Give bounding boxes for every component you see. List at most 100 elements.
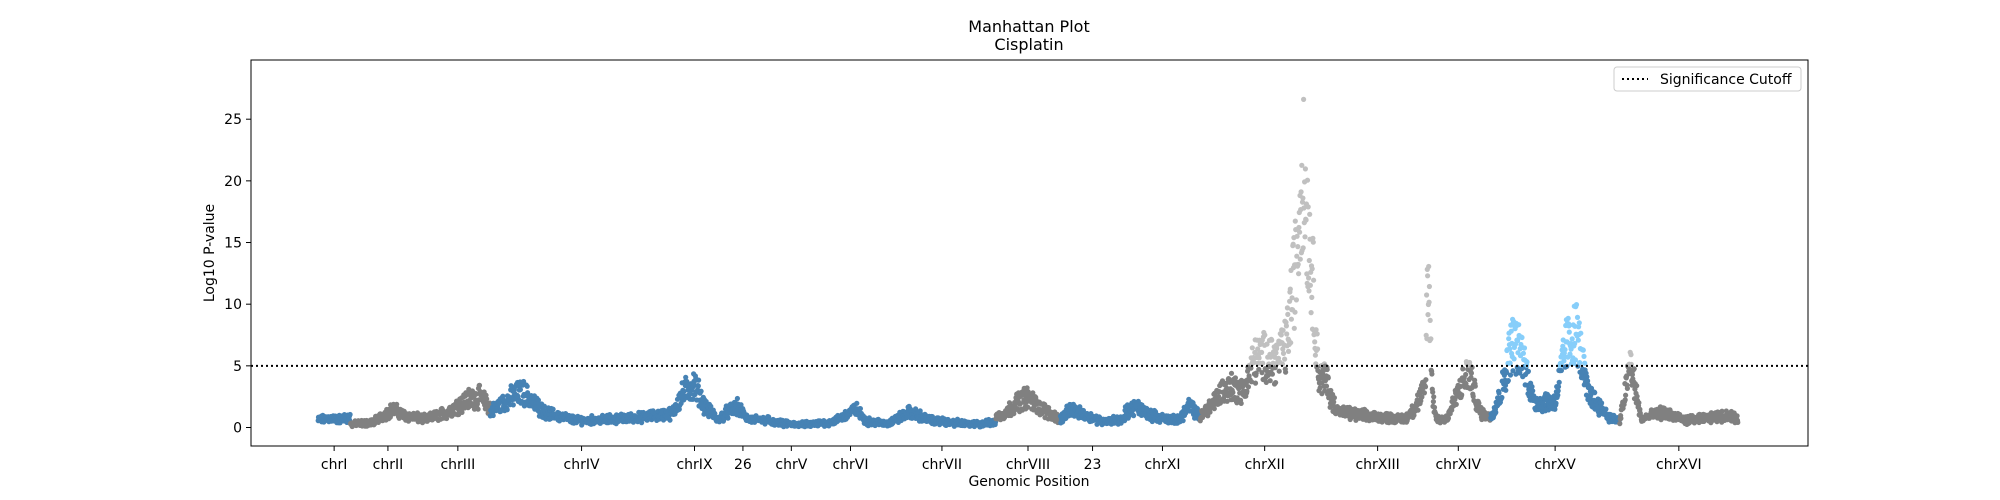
data-point [1269, 371, 1275, 377]
data-point [1252, 380, 1259, 386]
data-point [1306, 275, 1312, 281]
y-tick-label: 10 [224, 297, 242, 313]
data-point [1426, 283, 1432, 290]
data-point [1496, 390, 1502, 396]
data-point [725, 415, 731, 421]
data-point [1301, 96, 1307, 102]
data-point [1297, 256, 1303, 262]
data-point [1295, 244, 1301, 250]
y-axis: 0 5 10 15 20 25 [224, 112, 251, 437]
chromosome-chrIX [670, 371, 719, 422]
data-point [1263, 379, 1269, 385]
data-point [1424, 292, 1430, 298]
data-point [1259, 370, 1265, 376]
data-point [1325, 375, 1331, 381]
data-point [695, 383, 701, 389]
chromosome-chrXII [1197, 96, 1332, 424]
data-point [1582, 360, 1588, 366]
data-point [1520, 350, 1526, 356]
legend-box [1613, 66, 1802, 92]
data-point [1309, 266, 1315, 272]
data-point [1521, 345, 1528, 351]
data-point [1628, 352, 1634, 358]
chromosome-chrXV [1488, 302, 1623, 426]
data-point [1304, 177, 1311, 183]
x-tick-label: chrVI [832, 457, 868, 473]
y-tick-label: 15 [224, 236, 242, 252]
data-point [1572, 340, 1578, 347]
data-point [1425, 312, 1431, 318]
data-point [1578, 330, 1584, 336]
data-point [1283, 369, 1289, 375]
data-point [1131, 413, 1137, 419]
data-point [1423, 377, 1429, 383]
data-point [1126, 413, 1132, 419]
data-point [1719, 408, 1725, 414]
data-point [550, 406, 556, 412]
data-point [1280, 350, 1287, 356]
chromosome-chrIII [423, 382, 493, 424]
data-point [1530, 388, 1536, 394]
data-point [444, 415, 450, 422]
data-point [1253, 370, 1259, 376]
data-point [504, 407, 510, 413]
chromosome-chrII [347, 401, 428, 430]
data-point [1249, 345, 1255, 351]
data-point [698, 388, 704, 394]
data-point [1302, 234, 1308, 240]
data-point [1556, 379, 1562, 385]
data-point [1476, 400, 1482, 406]
chromosome-chrV [767, 416, 816, 430]
chromosome-chrXIV [1423, 263, 1493, 426]
data-point [1245, 384, 1251, 390]
data-point [1311, 277, 1317, 283]
x-tick-label: chrXI [1144, 457, 1180, 473]
x-tick-label: chrXIII [1355, 457, 1399, 473]
x-tick-label: chrII [373, 457, 404, 473]
data-point [1306, 257, 1312, 264]
data-point [1460, 366, 1466, 372]
data-point [1294, 253, 1300, 259]
data-point [1573, 302, 1580, 308]
data-point [1511, 356, 1517, 362]
data-point [1421, 390, 1427, 396]
data-point [1553, 400, 1559, 406]
data-point [1324, 366, 1330, 373]
chromosome-chrXVI [1617, 349, 1741, 427]
data-point [1624, 385, 1630, 391]
data-point [524, 383, 530, 389]
data-point [1300, 195, 1306, 201]
data-point [1224, 398, 1230, 404]
data-point [1411, 412, 1417, 418]
data-point [1562, 347, 1568, 353]
data-point [1230, 389, 1236, 396]
data-point [1572, 357, 1578, 363]
data-point [1493, 409, 1499, 415]
data-point [1315, 346, 1321, 352]
data-point [1576, 324, 1582, 330]
legend-entry-significance-cutoff: Significance Cutoff [1660, 72, 1792, 88]
data-point [1256, 366, 1262, 372]
y-tick-label: 5 [233, 359, 242, 375]
data-point [1244, 388, 1250, 394]
data-point [1566, 323, 1572, 329]
chromosome-26 [713, 395, 773, 427]
data-point [1552, 406, 1558, 412]
x-tick-label: chrV [775, 457, 807, 473]
data-point [1297, 229, 1303, 235]
data-point [1280, 327, 1286, 333]
x-tick-label: chrVIII [1006, 457, 1050, 473]
data-point [1507, 346, 1513, 352]
data-point [1278, 332, 1284, 338]
data-point [1502, 382, 1509, 388]
data-point [1299, 162, 1305, 168]
data-point [1312, 352, 1318, 358]
data-point [1300, 245, 1306, 251]
data-point [1576, 320, 1582, 326]
data-point [1618, 415, 1624, 421]
data-point [1275, 355, 1282, 361]
data-point [1588, 392, 1594, 398]
data-point [1503, 370, 1510, 376]
x-tick-label: 23 [1084, 457, 1102, 473]
data-point [1245, 368, 1251, 374]
